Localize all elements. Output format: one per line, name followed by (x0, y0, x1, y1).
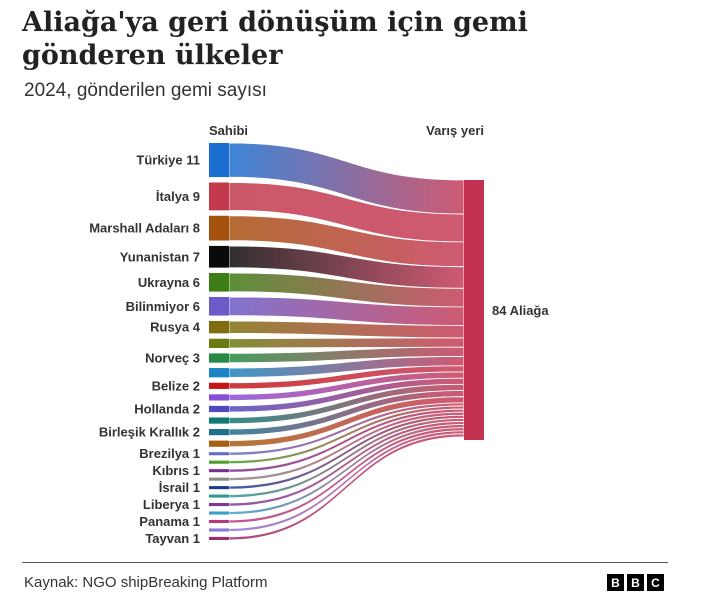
source-node (209, 320, 229, 334)
source-node (209, 494, 229, 498)
source-node (209, 511, 229, 515)
sankey-chart: Sahibi Varış yeri Türkiye 11 İtalya 9 Mars… (89, 123, 549, 546)
source-node (209, 394, 229, 401)
source-label: Rusya 4 (150, 320, 201, 335)
source-label: İtalya 9 (156, 189, 200, 204)
source-node (209, 536, 229, 540)
source-label: Panama 1 (139, 514, 200, 529)
source-node (209, 353, 229, 363)
source-label: Brezilya 1 (139, 446, 200, 461)
source-label: Tayvan 1 (145, 531, 200, 546)
source-node (209, 519, 229, 524)
source-label: Belize 2 (152, 378, 200, 393)
source-node (209, 460, 229, 464)
source-node (209, 503, 229, 507)
source-node (209, 452, 229, 456)
chart-title: Aliağa'ya geri dönüşüm için gemi göndere… (22, 7, 528, 71)
target-node (464, 180, 484, 440)
footer-divider (22, 562, 668, 563)
source-label: İsrail 1 (159, 480, 200, 495)
source-label: Liberya 1 (143, 497, 200, 512)
logo-letter: B (607, 574, 624, 591)
source-note: Kaynak: NGO shipBreaking Platform (24, 574, 268, 591)
source-node (209, 338, 229, 349)
source-label: Bilinmiyor 6 (126, 299, 200, 314)
source-node (209, 477, 229, 481)
source-label: Norveç 3 (145, 351, 200, 366)
source-label: Marshall Adaları 8 (89, 221, 200, 236)
source-header: Sahibi (209, 123, 248, 138)
source-node (209, 296, 229, 316)
target-header: Varış yeri (426, 123, 484, 138)
source-node (209, 215, 229, 241)
source-label: Kıbrıs 1 (152, 463, 200, 478)
bbc-logo: B B C (607, 574, 664, 591)
logo-letter: B (627, 574, 644, 591)
logo-letter: C (647, 574, 664, 591)
sankey-flow (228, 337, 465, 349)
source-node (209, 368, 229, 378)
source-label: Türkiye 11 (136, 153, 200, 168)
chart-subtitle: 2024, gönderilen gemi sayısı (24, 80, 267, 101)
source-node (209, 486, 229, 490)
source-node (209, 528, 229, 532)
source-node (209, 469, 229, 473)
source-node (209, 272, 229, 292)
target-label: 84 Aliağa (492, 303, 549, 318)
source-node (209, 429, 229, 436)
source-label: Hollanda 2 (134, 401, 200, 416)
source-node (209, 417, 229, 424)
source-node (209, 245, 229, 268)
source-label: Birleşik Krallık 2 (99, 425, 200, 440)
source-label: Ukrayna 6 (138, 275, 200, 290)
source-node (209, 382, 229, 389)
source-node (209, 143, 229, 178)
source-node (209, 440, 229, 447)
source-node (209, 182, 229, 211)
source-node (209, 405, 229, 413)
source-label: Yunanistan 7 (120, 249, 200, 264)
